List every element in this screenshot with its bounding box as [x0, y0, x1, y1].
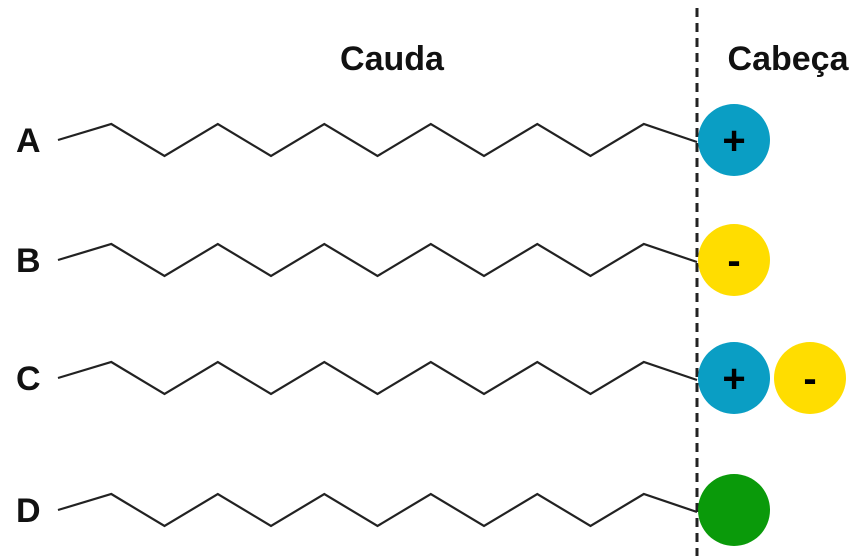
polar-head [698, 474, 770, 546]
hydrocarbon-tail [57, 122, 698, 158]
head-circle [698, 104, 770, 176]
molecule-rows: A +B -C + -D [16, 104, 846, 546]
row-label: B [16, 242, 41, 280]
charge-symbol: - [727, 239, 740, 283]
charge-symbol: + [722, 357, 745, 401]
row-label: D [16, 492, 41, 530]
hydrocarbon-tail [57, 360, 698, 396]
hydrocarbon-tail [57, 492, 698, 528]
polar-head: - [774, 342, 846, 414]
hydrocarbon-tail [57, 242, 698, 278]
polar-head: - [698, 224, 770, 296]
polar-head: + [698, 342, 770, 414]
row-label: C [16, 360, 41, 398]
head-circle [698, 342, 770, 414]
charge-symbol: - [803, 357, 816, 401]
row-label: A [16, 122, 41, 160]
head-header-label: Cabeça [728, 40, 850, 78]
molecule-row: C + - [16, 342, 846, 414]
polar-head: + [698, 104, 770, 176]
molecule-row: A + [16, 104, 770, 176]
head-circle [698, 474, 770, 546]
tail-header-label: Cauda [340, 40, 445, 78]
molecule-row: B- [16, 224, 770, 296]
head-circle [774, 342, 846, 414]
molecule-row: D [16, 474, 770, 546]
charge-symbol: + [722, 119, 745, 163]
head-circle [698, 224, 770, 296]
